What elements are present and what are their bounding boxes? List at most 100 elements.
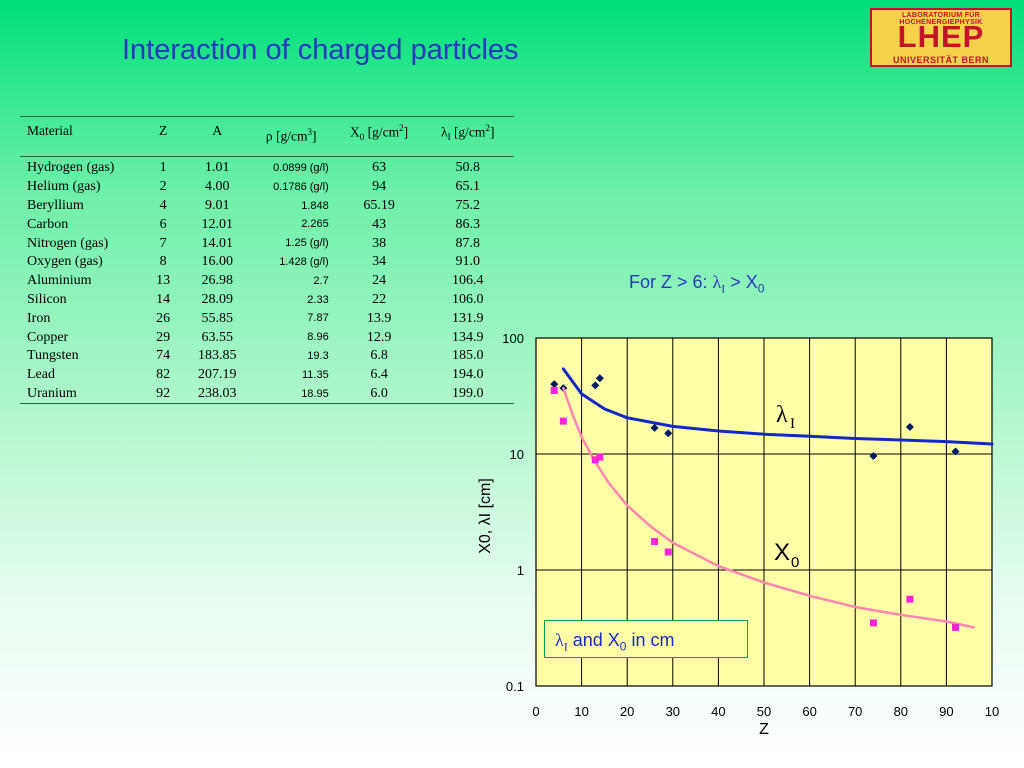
cell-lambda: 65.1 bbox=[455, 179, 480, 195]
cell-density: 0.0899 (g/l) bbox=[273, 162, 329, 174]
data-point-lambda bbox=[951, 447, 960, 456]
x-axis-label: Z bbox=[759, 721, 769, 738]
cell-x0: 6.0 bbox=[370, 385, 388, 401]
header-material: Material bbox=[20, 116, 145, 157]
cell-a: 4.00 bbox=[204, 179, 230, 195]
x-tick-label: 70 bbox=[848, 704, 862, 719]
cell-z: 13 bbox=[156, 273, 171, 289]
cell-a: 9.01 bbox=[204, 197, 230, 213]
cell-material: Aluminium bbox=[27, 273, 92, 289]
cell-a: 207.19 bbox=[197, 367, 237, 383]
cell-material: Beryllium bbox=[27, 197, 84, 213]
logo-main-text: LHEP bbox=[897, 19, 985, 54]
data-point-lambda bbox=[650, 423, 659, 432]
cell-x0: 24 bbox=[372, 273, 387, 289]
data-point-lambda bbox=[591, 381, 600, 390]
table-row: Helium (gas) 2 4.00 0.1786 (g/l) 94 65.1 bbox=[20, 178, 514, 197]
cell-material: Hydrogen (gas) bbox=[27, 160, 115, 176]
x-tick-label: 60 bbox=[802, 704, 816, 719]
table-row: Aluminium 13 26.98 2.7 24 106.4 bbox=[20, 272, 514, 291]
cell-z: 74 bbox=[156, 348, 171, 364]
cell-x0: 12.9 bbox=[366, 329, 392, 345]
data-point-x0 bbox=[651, 538, 659, 546]
table-row: Iron 26 55.85 7.87 13.9 131.9 bbox=[20, 309, 514, 328]
cell-density: 0.1786 (g/l) bbox=[273, 180, 329, 193]
subtitle-x-sub: 0 bbox=[757, 281, 765, 296]
box-lambda: λ bbox=[555, 630, 564, 650]
cell-material: Uranium bbox=[27, 385, 77, 401]
cell-a: 28.09 bbox=[201, 291, 233, 307]
x-tick-label: 0 bbox=[532, 704, 539, 719]
cell-x0: 94 bbox=[372, 179, 387, 195]
cell-x0: 6.8 bbox=[370, 348, 388, 364]
data-point-x0 bbox=[869, 619, 877, 627]
cell-lambda: 91.0 bbox=[455, 254, 480, 270]
cell-z: 26 bbox=[156, 310, 171, 326]
logo-bottom-text: UNIVERSITÄT BERN bbox=[892, 55, 989, 65]
data-point-lambda bbox=[869, 452, 878, 461]
cell-lambda: 106.0 bbox=[451, 291, 484, 307]
cell-a: 12.01 bbox=[201, 216, 233, 232]
cell-density: 1.848 bbox=[301, 199, 329, 212]
x-tick-label: 80 bbox=[894, 704, 908, 719]
cell-z: 92 bbox=[156, 385, 171, 401]
subtitle-lambda: λ bbox=[712, 272, 722, 292]
cell-lambda: 106.4 bbox=[451, 273, 484, 289]
cell-x0: 13.9 bbox=[366, 310, 392, 326]
header-a: A bbox=[181, 116, 253, 157]
series-label-x0: X bbox=[774, 539, 790, 566]
cell-density: 1.428 (g/l) bbox=[279, 255, 329, 268]
header-density: ρ [g/cm3] bbox=[252, 116, 337, 157]
cell-z: 2 bbox=[159, 179, 167, 195]
cell-z: 1 bbox=[159, 160, 167, 176]
table-row: Lead 82 207.19 11.35 6.4 194.0 bbox=[20, 366, 514, 385]
cell-density: 2.7 bbox=[313, 274, 329, 287]
chart-subtitle: For Z > 6: λI > X0 bbox=[629, 272, 764, 297]
box-lambda-sub: I bbox=[563, 639, 568, 654]
table-body: Hydrogen (gas) 1 1.01 0.0899 (g/l) 63 50.8 Hel… bbox=[20, 157, 514, 404]
cell-z: 4 bbox=[159, 197, 167, 213]
table-row: Copper 29 63.55 8.96 12.9 134.9 bbox=[20, 328, 514, 347]
x-tick-label: 50 bbox=[757, 704, 771, 719]
cell-material: Iron bbox=[27, 310, 51, 326]
cell-x0: 43 bbox=[372, 216, 387, 232]
cell-z: 6 bbox=[159, 216, 167, 232]
subtitle-lambda-sub: I bbox=[721, 281, 726, 296]
lhep-logo: LABORATORIUM FÜR HOCHENERGIEPHYSIK LHEP … bbox=[870, 8, 1012, 67]
y-tick-label: 1 bbox=[517, 563, 524, 578]
data-point-x0 bbox=[664, 548, 672, 556]
table-row: Nitrogen (gas) 7 14.01 1.25 (g/l) 38 87.8 bbox=[20, 234, 514, 253]
cell-a: 1.01 bbox=[204, 160, 230, 176]
data-point-x0 bbox=[906, 595, 914, 603]
x-tick-label: 30 bbox=[666, 704, 680, 719]
header-x0: X0 [g/cm2] bbox=[336, 116, 422, 157]
cell-lambda: 134.9 bbox=[451, 329, 484, 345]
cell-a: 26.98 bbox=[201, 273, 233, 289]
cell-material: Carbon bbox=[27, 216, 69, 232]
cell-a: 183.85 bbox=[197, 348, 237, 364]
cell-density: 2.33 bbox=[307, 293, 329, 306]
subtitle-prefix: For Z > 6: bbox=[629, 272, 713, 292]
cell-density: 11.35 bbox=[302, 368, 329, 381]
cell-material: Oxygen (gas) bbox=[27, 254, 103, 270]
cell-x0: 22 bbox=[372, 291, 387, 307]
x-tick-label: 10 bbox=[985, 704, 999, 719]
subtitle-mid: > X bbox=[725, 272, 758, 292]
cell-z: 8 bbox=[159, 254, 167, 270]
cell-x0: 34 bbox=[372, 254, 387, 270]
cell-a: 238.03 bbox=[197, 385, 237, 401]
cell-z: 82 bbox=[156, 367, 171, 383]
cell-density: 1.25 (g/l) bbox=[285, 237, 329, 250]
header-z: Z bbox=[144, 116, 182, 157]
materials-table: Material Z A ρ [g/cm3] X0 [g/cm2] λI [g/… bbox=[20, 116, 514, 405]
cell-lambda: 86.3 bbox=[455, 216, 480, 232]
box-suffix: in cm bbox=[626, 630, 675, 650]
table-row: Tungsten 74 183.85 19.3 6.8 185.0 bbox=[20, 347, 514, 366]
data-point-x0 bbox=[550, 386, 558, 394]
table-row: Uranium 92 238.03 18.95 6.0 199.0 bbox=[20, 385, 514, 404]
data-point-x0 bbox=[952, 623, 960, 631]
cell-a: 16.00 bbox=[201, 254, 233, 270]
table-header-row: Material Z A ρ [g/cm3] X0 [g/cm2] λI [g/… bbox=[20, 116, 514, 157]
cell-density: 2.265 bbox=[301, 218, 329, 231]
page-title: Interaction of charged particles bbox=[122, 34, 519, 66]
